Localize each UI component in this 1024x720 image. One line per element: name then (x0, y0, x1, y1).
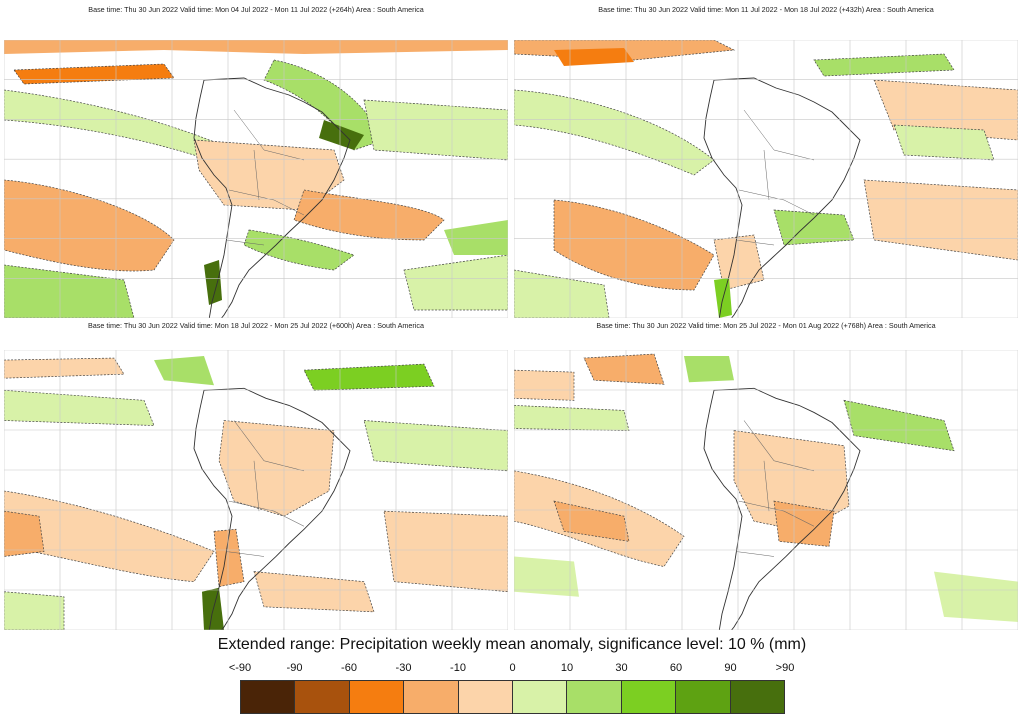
legend-swatch (621, 681, 677, 713)
legend-label: 0 (509, 662, 516, 674)
anomaly-region (863, 179, 1018, 261)
anomaly-region (684, 356, 734, 383)
panel-caption: Base time: Thu 30 Jun 2022 Valid time: M… (88, 5, 424, 14)
legend-colorbar (240, 680, 785, 714)
legend-swatch (404, 681, 459, 713)
anomaly-region (813, 53, 955, 77)
coastline (703, 77, 861, 318)
country-border (233, 109, 305, 161)
legend-label: -10 (450, 662, 466, 674)
anomaly-region (514, 89, 715, 176)
anomaly-map (514, 350, 1018, 630)
figure-title: Extended range: Precipitation weekly mea… (217, 636, 807, 653)
anomaly-region (733, 430, 850, 532)
country-border (253, 460, 260, 512)
anomaly-region (713, 234, 765, 291)
anomaly-region (4, 179, 175, 272)
legend-swatch (730, 681, 785, 713)
coastline (703, 387, 861, 630)
country-border (763, 460, 770, 512)
anomaly-region (204, 260, 222, 305)
country-border (228, 500, 305, 527)
anomaly-region (553, 500, 630, 542)
anomaly-region (303, 363, 435, 391)
anomaly-region (773, 500, 835, 547)
coastline (193, 387, 351, 630)
anomaly-region (554, 48, 634, 66)
legend-label: 10 (560, 662, 574, 674)
anomaly-region (403, 254, 508, 311)
country-border (225, 239, 265, 246)
country-border (743, 420, 815, 472)
country-border (228, 189, 305, 216)
anomaly-region (243, 229, 355, 271)
country-border (738, 189, 815, 216)
anomaly-region (873, 79, 1018, 141)
anomaly-map (4, 40, 508, 318)
country-border (735, 239, 775, 246)
legend-label: 60 (669, 662, 683, 674)
panel-caption: Base time: Thu 30 Jun 2022 Valid time: M… (596, 321, 936, 330)
color-legend: <-90 -90 -60 -30 -10 0 10 30 60 90 >90 (229, 662, 794, 718)
legend-label: >90 (775, 662, 795, 674)
legend-swatch (458, 681, 514, 713)
legend-label: 30 (615, 662, 628, 674)
anomaly-region (4, 490, 215, 583)
legend-swatch (295, 681, 350, 713)
panel-caption: Base time: Thu 30 Jun 2022 Valid time: M… (88, 321, 424, 330)
anomaly-map (4, 350, 508, 630)
map-canvas (4, 350, 508, 630)
anomaly-region (444, 220, 508, 255)
anomaly-region (154, 356, 214, 386)
anomaly-region (514, 556, 579, 597)
legend-label: 90 (724, 662, 737, 674)
anomaly-region (363, 420, 508, 472)
anomaly-region (4, 264, 135, 318)
anomaly-region (383, 510, 508, 593)
country-border (735, 551, 775, 557)
anomaly-region (13, 63, 175, 85)
country-border (233, 420, 305, 472)
anomaly-region (893, 124, 995, 161)
anomaly-region (4, 389, 155, 426)
coastline (193, 77, 351, 318)
country-border (738, 500, 815, 527)
legend-label: -30 (395, 662, 412, 674)
legend-label: -60 (341, 662, 357, 674)
country-border (225, 551, 265, 557)
country-border (253, 149, 260, 201)
anomaly-map (514, 40, 1018, 318)
anomaly-region (514, 269, 610, 318)
anomaly-region (293, 189, 445, 241)
anomaly-region (4, 40, 508, 54)
anomaly-region (583, 353, 665, 385)
anomaly-region (514, 405, 630, 431)
legend-swatch (513, 681, 568, 713)
anomaly-region (218, 420, 335, 517)
legend-swatch (241, 681, 296, 713)
legend-swatch (567, 681, 622, 713)
anomaly-region (4, 510, 45, 557)
panel-caption: Base time: Thu 30 Jun 2022 Valid time: M… (598, 5, 934, 14)
anomaly-region (553, 199, 715, 291)
anomaly-region (934, 571, 1018, 622)
anomaly-region (843, 399, 955, 452)
map-canvas (514, 40, 1018, 318)
anomaly-region (213, 528, 245, 588)
anomaly-region (363, 99, 508, 161)
legend-label: -90 (286, 662, 303, 674)
legend-swatch (676, 681, 731, 713)
map-canvas (4, 40, 508, 318)
legend-label: <-90 (228, 662, 252, 674)
anomaly-region (773, 209, 855, 246)
anomaly-region (253, 571, 375, 613)
legend-swatch (349, 681, 405, 713)
anomaly-region (4, 357, 125, 379)
anomaly-region (4, 591, 65, 630)
anomaly-region (319, 120, 364, 150)
map-canvas (514, 350, 1018, 630)
anomaly-region (514, 369, 575, 401)
country-border (763, 149, 770, 201)
country-border (743, 109, 815, 161)
